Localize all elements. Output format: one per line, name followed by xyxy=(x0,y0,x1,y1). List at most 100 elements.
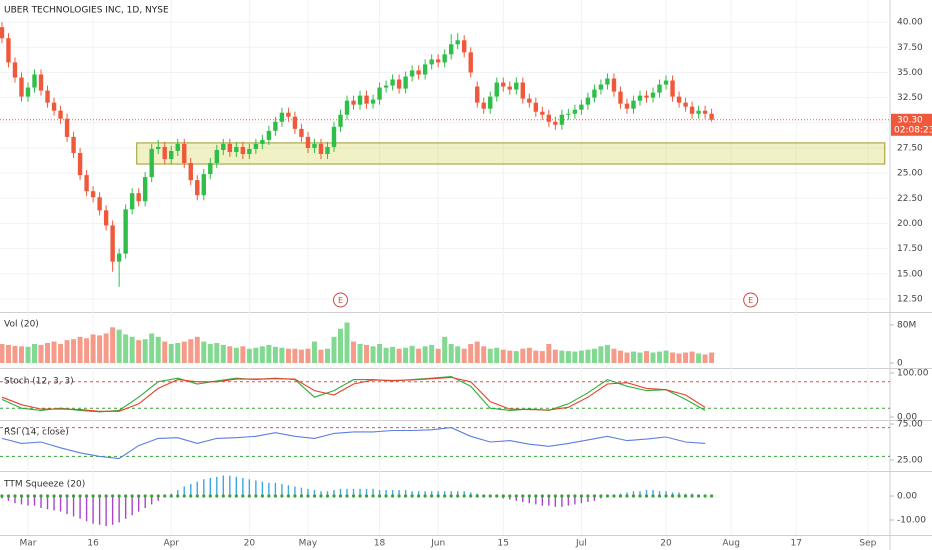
y-tick-label: 80M xyxy=(897,320,916,330)
volume-bar xyxy=(311,341,317,363)
volume-bar xyxy=(77,336,83,363)
volume-bar xyxy=(129,336,135,363)
y-tick-label: 0 xyxy=(897,359,903,369)
squeeze-dot xyxy=(384,494,388,498)
candle-body xyxy=(351,100,356,105)
volume-bar xyxy=(25,346,31,363)
squeeze-dot xyxy=(215,494,219,498)
volume-bar xyxy=(0,343,5,363)
x-tick-label: Sep xyxy=(859,539,876,549)
candle-body xyxy=(566,113,571,115)
volume-bar xyxy=(500,349,506,363)
squeeze-dot xyxy=(241,494,245,498)
volume-bar xyxy=(298,349,304,363)
volume-bar xyxy=(214,343,220,363)
x-tick-label: 16 xyxy=(87,539,99,549)
candle-body xyxy=(448,44,454,55)
candle-body xyxy=(299,128,304,137)
candle-body xyxy=(598,84,604,90)
squeeze-dot xyxy=(612,494,616,498)
candle-body xyxy=(0,27,5,39)
candle-body xyxy=(32,74,37,88)
candle-body xyxy=(123,209,128,254)
squeeze-dot xyxy=(599,494,603,498)
candle-body xyxy=(533,102,539,112)
candle-body xyxy=(494,82,499,97)
squeeze-dot xyxy=(156,494,160,498)
candle-body xyxy=(527,98,532,103)
candle-body xyxy=(396,79,402,89)
x-tick-label: Jun xyxy=(430,539,445,549)
candle-body xyxy=(136,193,141,202)
candle-body xyxy=(240,146,246,154)
countdown-label: 02:08:23 xyxy=(894,125,932,135)
squeeze-dot xyxy=(150,494,154,498)
volume-bar xyxy=(188,339,194,363)
candle-body xyxy=(77,152,83,176)
squeeze-dot xyxy=(273,494,277,498)
volume-bar xyxy=(344,322,350,363)
squeeze-dot xyxy=(436,494,440,498)
squeeze-dot xyxy=(397,494,401,498)
y-tick-label: 0.00 xyxy=(897,492,917,502)
candle-body xyxy=(689,106,695,114)
candle-body xyxy=(338,114,343,127)
candle-body xyxy=(657,84,662,93)
volume-bar xyxy=(565,351,571,363)
squeeze-dot xyxy=(137,494,141,498)
x-tick-label: Apr xyxy=(163,539,179,549)
squeeze-dot xyxy=(58,494,63,498)
squeeze-dot xyxy=(71,494,76,498)
squeeze-dot xyxy=(449,494,453,498)
squeeze-dot xyxy=(553,494,557,498)
y-tick-label: 25.00 xyxy=(897,455,923,465)
squeeze-dot xyxy=(189,494,193,498)
volume-bar xyxy=(338,328,344,363)
candle-body xyxy=(683,102,688,107)
squeeze-dot xyxy=(182,494,186,498)
candle-body xyxy=(579,104,584,110)
squeeze-dot xyxy=(312,494,317,498)
volume-bar xyxy=(149,333,155,363)
squeeze-dot xyxy=(573,494,577,498)
y-tick-label: -10.00 xyxy=(897,516,926,526)
x-tick-label: 18 xyxy=(374,539,386,549)
candle-body xyxy=(279,112,285,122)
candle-body xyxy=(572,109,578,114)
candle-body xyxy=(331,126,337,147)
candle-body xyxy=(644,95,649,98)
squeeze-dot xyxy=(13,494,17,498)
candle-body xyxy=(553,121,558,125)
candle-body xyxy=(25,87,31,97)
volume-bar xyxy=(246,348,252,363)
volume-bar xyxy=(383,347,389,363)
candle-body xyxy=(650,92,656,98)
volume-bar xyxy=(409,345,415,363)
candle-body xyxy=(97,197,102,211)
candle-body xyxy=(357,95,363,105)
squeeze-dot xyxy=(143,494,147,498)
volume-bar xyxy=(552,349,558,363)
volume-bar xyxy=(559,350,565,363)
squeeze-dot xyxy=(495,494,499,498)
candle-body xyxy=(344,100,350,115)
squeeze-dot xyxy=(364,494,369,498)
candle-body xyxy=(624,103,630,109)
candle-body xyxy=(383,85,389,88)
candle-body xyxy=(292,116,298,129)
squeeze-dot xyxy=(299,494,304,498)
volume-bar xyxy=(155,336,161,363)
volume-bar xyxy=(220,344,226,363)
volume-bar xyxy=(455,346,461,363)
squeeze-dot xyxy=(462,494,466,498)
candle-body xyxy=(305,136,311,148)
volume-bar xyxy=(194,336,200,363)
volume-bar xyxy=(689,351,695,363)
last-price-label: 30.30 xyxy=(897,115,923,125)
candle-body xyxy=(266,130,272,140)
volume-bar xyxy=(474,341,480,363)
candle-body xyxy=(481,102,486,109)
squeeze-dot xyxy=(332,494,336,498)
candle-body xyxy=(221,143,226,150)
